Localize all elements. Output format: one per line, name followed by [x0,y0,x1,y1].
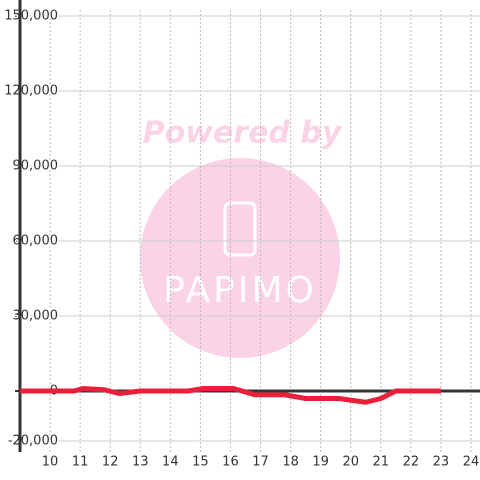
x-tick-label: 16 [222,455,239,470]
x-tick-label: 19 [312,455,329,470]
y-tick-label: 90,000 [13,159,59,174]
x-tick-label: 11 [72,455,89,470]
x-tick-label: 10 [42,455,59,470]
y-tick-label: 60,000 [13,234,59,249]
x-tick-label: 12 [102,455,119,470]
watermark: Powered by PAPIMO [140,116,343,358]
x-tick-label: 21 [373,455,390,470]
y-tick-label: 120,000 [4,84,58,99]
y-tick-label: -20,000 [8,434,58,449]
watermark-phone [223,201,257,257]
x-tick-label: 17 [252,455,269,470]
x-tick-label: 15 [192,455,209,470]
x-tick-label: 23 [433,455,450,470]
y-tick-label: 150,000 [4,9,58,24]
x-tick-label: 14 [162,455,179,470]
x-tick-label: 13 [132,455,149,470]
x-tick-label: 20 [342,455,359,470]
x-tick-label: 24 [463,455,480,470]
x-tick-label: 18 [282,455,299,470]
x-tick-label: 22 [403,455,420,470]
watermark-circle [140,158,340,358]
watermark-text: Powered by [143,116,343,151]
y-tick-label: 30,000 [13,309,59,324]
watermark-logo: PAPIMO [163,270,317,311]
series-line [20,386,441,405]
